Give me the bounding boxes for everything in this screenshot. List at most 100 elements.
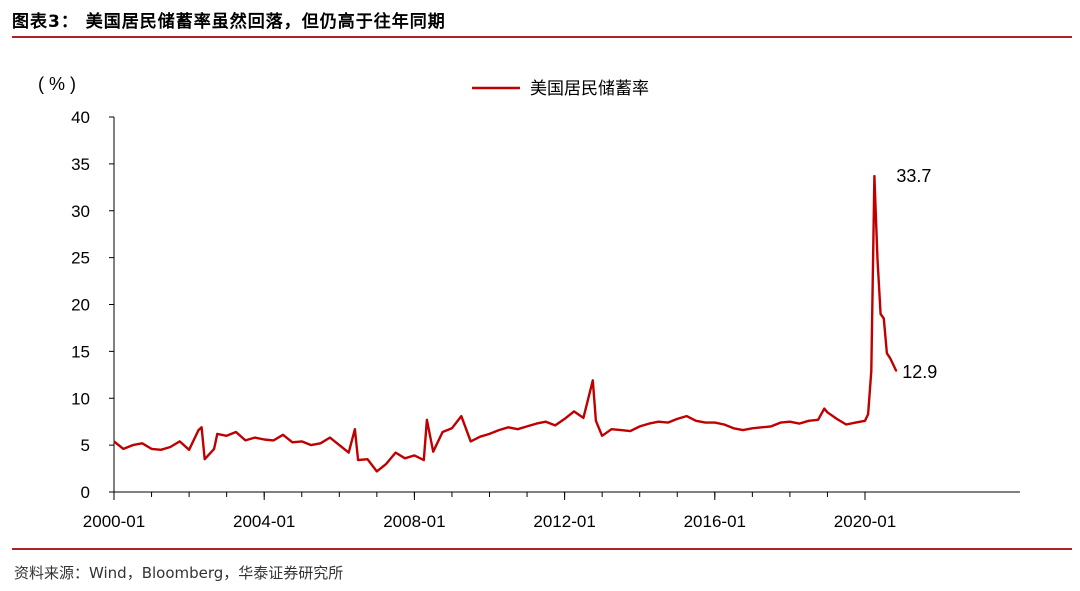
data-point: [595, 420, 597, 422]
y-tick-label: 40: [71, 108, 90, 127]
x-tick-label: 2000-01: [83, 512, 145, 531]
y-axis-unit-label: ( % ): [38, 74, 76, 94]
data-point: [226, 435, 228, 437]
data-point: [432, 451, 434, 453]
source-note: 资料来源：Wind，Bloomberg，华泰证券研究所: [14, 564, 344, 582]
data-point: [895, 370, 897, 372]
data-point: [610, 428, 613, 430]
series-line-savings-rate: [113, 174, 898, 473]
y-tick-label: 10: [71, 389, 90, 408]
data-point: [291, 441, 293, 443]
data-point: [676, 418, 678, 420]
figure-title-row: 图表3： 美国居民储蓄率虽然回落，但仍高于往年同期: [12, 8, 1072, 36]
data-point: [526, 425, 528, 427]
data-point: [620, 429, 622, 431]
data-point: [889, 357, 891, 359]
x-tick-label: 2008-01: [383, 512, 445, 531]
data-point: [141, 442, 143, 444]
data-point: [855, 422, 857, 424]
data-point: [886, 352, 888, 354]
data-point: [188, 449, 190, 451]
data-point: [310, 444, 312, 446]
data-point: [213, 448, 215, 450]
data-point: [113, 440, 115, 442]
y-tick-label: 35: [71, 155, 90, 174]
data-point: [629, 430, 631, 432]
data-point: [498, 429, 500, 431]
data-point: [263, 438, 265, 441]
data-point: [751, 427, 753, 429]
data-point: [582, 417, 585, 419]
data-point: [197, 429, 200, 431]
data-point: [357, 459, 359, 461]
data-point: [517, 428, 519, 430]
data-point: [132, 444, 134, 446]
data-point: [244, 439, 246, 441]
annotation-latest: 12.9: [902, 362, 937, 382]
data-point: [201, 426, 203, 428]
data-point: [254, 437, 256, 439]
data-point: [779, 422, 782, 424]
data-point: [404, 457, 406, 459]
data-point: [808, 420, 810, 422]
legend-label: 美国居民储蓄率: [530, 79, 649, 99]
data-point: [657, 421, 660, 423]
data-point: [479, 436, 481, 438]
data-point: [235, 431, 237, 433]
x-tick-label: 2012-01: [533, 512, 595, 531]
data-point: [160, 449, 162, 451]
y-tick-label: 20: [71, 296, 90, 315]
data-point: [348, 452, 350, 454]
data-point: [470, 440, 472, 442]
top-rule: [12, 36, 1072, 38]
data-point: [564, 418, 566, 420]
y-tick-label: 0: [81, 483, 90, 502]
data-point: [354, 428, 356, 430]
data-point: [169, 446, 171, 448]
bottom-rule: [12, 548, 1072, 550]
data-point: [836, 418, 838, 420]
data-point: [789, 421, 791, 423]
data-point: [733, 427, 735, 429]
data-point: [695, 420, 697, 422]
data-point: [366, 458, 369, 460]
x-tick-label: 2004-01: [233, 512, 295, 531]
x-tick-label: 2020-01: [834, 512, 896, 531]
data-point: [867, 413, 869, 415]
data-point: [742, 429, 744, 431]
y-tick-label: 15: [71, 342, 90, 361]
data-point: [554, 424, 556, 426]
data-point: [451, 427, 453, 429]
data-point: [338, 444, 340, 446]
data-point: [329, 437, 331, 439]
data-point: [413, 454, 415, 456]
data-point: [273, 439, 275, 441]
y-tick-label: 5: [81, 436, 90, 455]
data-point: [426, 419, 428, 421]
data-point: [592, 379, 594, 381]
data-point: [873, 175, 876, 177]
data-point: [395, 452, 397, 454]
data-point: [870, 370, 872, 372]
data-point: [204, 458, 206, 460]
data-point: [423, 459, 425, 461]
data-point: [507, 426, 509, 428]
data-point: [723, 423, 725, 426]
data-point: [282, 434, 284, 436]
data-point: [301, 440, 303, 442]
data-point: [667, 422, 669, 424]
data-point: [385, 463, 387, 465]
data-point: [864, 420, 866, 422]
figure-title: 图表3： 美国居民储蓄率虽然回落，但仍高于往年同期: [12, 12, 446, 32]
data-point: [704, 422, 707, 424]
data-point: [601, 435, 603, 437]
y-tick-label: 25: [71, 249, 90, 268]
data-point: [845, 423, 847, 426]
data-point: [714, 422, 716, 424]
data-point: [179, 440, 181, 442]
data-point: [535, 423, 538, 425]
data-point: [442, 431, 444, 433]
data-point: [686, 415, 688, 417]
data-point: [770, 425, 772, 427]
